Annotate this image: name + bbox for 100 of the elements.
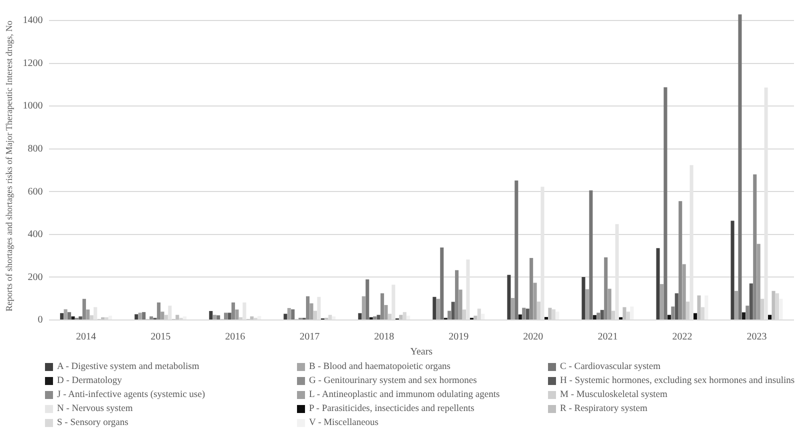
- bar: [436, 298, 440, 320]
- x-tick-label: 2017: [300, 332, 320, 343]
- bar: [507, 274, 511, 320]
- bar: [310, 303, 314, 320]
- bar: [772, 290, 776, 320]
- bar: [317, 296, 321, 320]
- bar: [432, 296, 436, 320]
- bar: [108, 316, 112, 320]
- legend-label: V - Miscellaneous: [309, 418, 378, 428]
- bar: [749, 283, 753, 320]
- x-tick-label: 2021: [598, 332, 618, 343]
- bar: [209, 311, 213, 320]
- bar: [660, 284, 664, 320]
- bar: [306, 296, 310, 320]
- bar: [664, 87, 668, 320]
- bar: [82, 298, 86, 320]
- bar: [596, 312, 600, 320]
- bar: [667, 314, 671, 320]
- bar: [526, 308, 530, 320]
- bar: [183, 316, 187, 320]
- bar: [753, 174, 757, 320]
- bar: [60, 313, 64, 320]
- bar: [518, 314, 522, 320]
- bar: [582, 277, 586, 320]
- bar: [548, 308, 552, 320]
- bar: [406, 316, 410, 320]
- legend-label: P - Parasiticides, insecticides and repellents: [309, 404, 474, 414]
- bar: [678, 201, 682, 320]
- x-tick-label: 2018: [374, 332, 394, 343]
- bar: [216, 315, 220, 320]
- bar: [235, 310, 239, 320]
- bar: [176, 314, 180, 320]
- bar: [630, 306, 634, 320]
- y-tick-label: 1400: [22, 15, 43, 26]
- x-tick-label: 2020: [523, 332, 544, 343]
- y-tick-label: 400: [28, 229, 43, 240]
- bar: [746, 306, 750, 320]
- bar: [589, 190, 593, 320]
- bar: [682, 264, 686, 320]
- bar: [64, 309, 68, 320]
- x-tick-label: 2014: [76, 332, 96, 343]
- legend-label: R - Respiratory system: [560, 404, 648, 414]
- legend-label: B - Blood and haematopoietic organs: [309, 362, 451, 372]
- bar: [376, 314, 380, 320]
- bar: [228, 312, 232, 320]
- bar: [86, 310, 90, 320]
- bar: [622, 307, 626, 320]
- bar: [448, 310, 452, 320]
- bar: [358, 313, 362, 320]
- bar: [608, 288, 612, 320]
- bar: [734, 290, 738, 320]
- x-tick-label: 2016: [225, 332, 246, 343]
- bar: [366, 279, 370, 320]
- bar: [160, 312, 164, 320]
- bar: [250, 316, 254, 320]
- bar: [455, 270, 459, 320]
- bar: [556, 312, 560, 320]
- bar: [71, 316, 75, 320]
- bar: [373, 316, 377, 320]
- bar: [481, 314, 485, 320]
- x-tick-label: 2022: [672, 332, 692, 343]
- bar: [730, 220, 734, 320]
- bar: [592, 315, 596, 320]
- legend-label: S - Sensory organs: [57, 418, 128, 428]
- bar: [742, 312, 746, 320]
- bar: [704, 295, 708, 320]
- bar: [514, 180, 518, 320]
- x-tick-label: 2023: [746, 332, 767, 343]
- bar: [149, 316, 154, 320]
- bar: [68, 312, 72, 320]
- legend-label: H - Systemic hormones, excluding sex hormones and insulins: [560, 376, 795, 386]
- bar: [738, 14, 742, 320]
- bar: [656, 248, 660, 320]
- bar: [510, 298, 514, 320]
- x-tick-label: 2019: [448, 332, 469, 343]
- bar: [287, 308, 291, 320]
- legend-label: C - Cardiovascular system: [560, 362, 661, 372]
- legend-label: D - Dermatology: [57, 376, 122, 386]
- bar: [384, 305, 388, 320]
- y-tick-label: 800: [28, 144, 43, 155]
- bar: [380, 293, 384, 320]
- bar: [604, 257, 608, 320]
- bar: [399, 314, 403, 320]
- bar: [142, 312, 146, 320]
- legend-label: L - Antineoplastic and immunom odulating agents: [309, 390, 500, 400]
- bar: [756, 244, 760, 320]
- bar: [671, 306, 675, 320]
- x-axis-title: Years: [410, 346, 433, 358]
- bar: [585, 289, 589, 320]
- bar: [362, 296, 366, 320]
- bar: [224, 312, 228, 320]
- bar: [231, 302, 236, 320]
- bar: [674, 293, 678, 320]
- y-tick-label: 1200: [22, 58, 43, 69]
- legend-label: A - Digestive system and metabolism: [57, 362, 200, 372]
- bar: [258, 316, 262, 320]
- bar: [332, 316, 336, 320]
- bar: [138, 312, 142, 320]
- bar: [693, 313, 698, 320]
- bar: [522, 308, 526, 320]
